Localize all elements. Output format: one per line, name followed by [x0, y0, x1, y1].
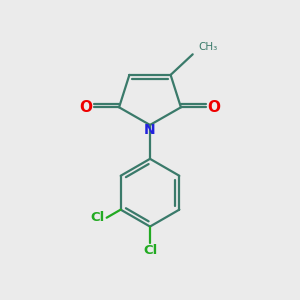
Text: O: O	[79, 100, 92, 115]
Text: O: O	[208, 100, 221, 115]
Text: CH₃: CH₃	[198, 42, 217, 52]
Text: Cl: Cl	[91, 211, 105, 224]
Text: N: N	[144, 123, 156, 137]
Text: Cl: Cl	[143, 244, 157, 257]
